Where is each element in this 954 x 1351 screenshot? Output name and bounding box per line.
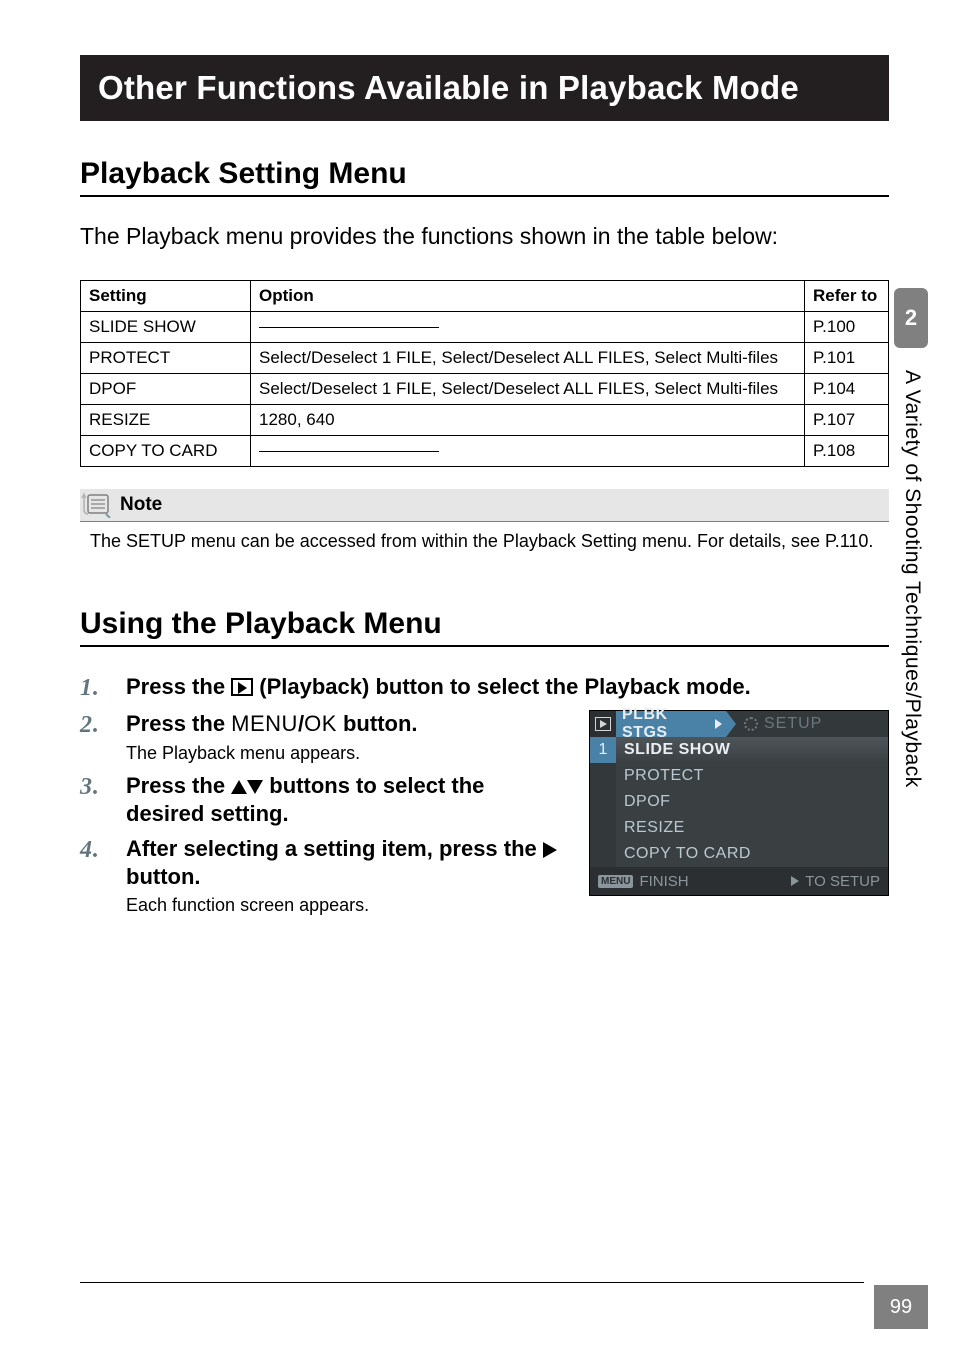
table-row: COPY TO CARD P.108	[81, 436, 889, 467]
step-2: 2. Press the MENU/OK button. The Playbac…	[80, 710, 559, 764]
chapter-tab: 2	[894, 288, 928, 348]
step-subtext: Each function screen appears.	[126, 894, 559, 917]
right-triangle-icon	[791, 876, 799, 886]
chevron-right-icon	[715, 719, 722, 729]
lcd-bottom-left: FINISH	[639, 873, 688, 890]
note-body: The SETUP menu can be accessed from with…	[90, 530, 889, 553]
lcd-tab-active: PLBK STGS	[616, 711, 726, 737]
lcd-row-label: PROTECT	[616, 767, 704, 785]
cell-option: Select/Deselect 1 FILE, Select/Deselect …	[251, 343, 805, 374]
th-refer: Refer to	[805, 281, 889, 312]
lcd-bottom-right: TO SETUP	[805, 873, 880, 890]
cell-setting: RESIZE	[81, 405, 251, 436]
step-body: Press the buttons to select the desired …	[126, 772, 559, 827]
page-title: Other Functions Available in Playback Mo…	[80, 55, 889, 121]
cell-setting: DPOF	[81, 374, 251, 405]
lcd-row: COPY TO CARD	[590, 841, 888, 867]
step-subtext: The Playback menu appears.	[126, 742, 418, 765]
cell-setting: COPY TO CARD	[81, 436, 251, 467]
table-row: PROTECT Select/Deselect 1 FILE, Select/D…	[81, 343, 889, 374]
lcd-tab-inactive: SETUP	[726, 711, 888, 737]
lcd-row: RESIZE	[590, 815, 888, 841]
right-icon	[543, 842, 557, 858]
up-icon	[231, 780, 247, 794]
cell-refer: P.101	[805, 343, 889, 374]
cell-setting: SLIDE SHOW	[81, 312, 251, 343]
th-setting: Setting	[81, 281, 251, 312]
cell-refer: P.104	[805, 374, 889, 405]
down-icon	[247, 780, 263, 794]
lcd-row-label: SLIDE SHOW	[616, 741, 730, 759]
step-body: After selecting a setting item, press th…	[126, 835, 559, 917]
cell-option	[251, 312, 805, 343]
lcd-playback-icon	[590, 711, 616, 737]
table-row: DPOF Select/Deselect 1 FILE, Select/Dese…	[81, 374, 889, 405]
note-icon	[80, 492, 114, 518]
step-3: 3. Press the buttons to select the desir…	[80, 772, 559, 827]
step-number: 1.	[80, 673, 126, 703]
note-block: Note The SETUP menu can be accessed from…	[80, 489, 889, 553]
lcd-bottom-bar: MENU FINISH TO SETUP	[590, 867, 888, 895]
cell-refer: P.107	[805, 405, 889, 436]
lcd-row: DPOF	[590, 789, 888, 815]
step-body: Press the (Playback) button to select th…	[126, 673, 751, 703]
step-number: 2.	[80, 710, 126, 764]
section1-intro: The Playback menu provides the functions…	[80, 223, 889, 250]
cell-option: Select/Deselect 1 FILE, Select/Deselect …	[251, 374, 805, 405]
lcd-row-label: DPOF	[616, 793, 670, 811]
table-row: RESIZE 1280, 640 P.107	[81, 405, 889, 436]
step-4: 4. After selecting a setting item, press…	[80, 835, 559, 917]
side-label: A Variety of Shooting Techniques/Playbac…	[900, 370, 924, 788]
dash-icon	[259, 327, 439, 328]
lcd-row: PROTECT	[590, 763, 888, 789]
table-row: SLIDE SHOW P.100	[81, 312, 889, 343]
menu-chip-icon: MENU	[598, 875, 633, 888]
section-heading-playback-setting: Playback Setting Menu	[80, 157, 889, 197]
lcd-screenshot: PLBK STGS SETUP 1 SLIDE SHOW PROTECT DPO…	[589, 710, 889, 896]
playback-icon	[231, 678, 253, 696]
page-number: 99	[874, 1285, 928, 1329]
settings-table: Setting Option Refer to SLIDE SHOW P.100…	[80, 280, 889, 467]
section-heading-using-playback: Using the Playback Menu	[80, 607, 889, 647]
lcd-row-label: COPY TO CARD	[616, 845, 751, 863]
lcd-row-index: 1	[590, 737, 616, 763]
cell-refer: P.100	[805, 312, 889, 343]
cell-setting: PROTECT	[81, 343, 251, 374]
cell-option	[251, 436, 805, 467]
th-option: Option	[251, 281, 805, 312]
dash-icon	[259, 451, 439, 452]
step-number: 3.	[80, 772, 126, 827]
step-1: 1. Press the (Playback) button to select…	[80, 673, 889, 703]
cell-refer: P.108	[805, 436, 889, 467]
note-title: Note	[120, 494, 162, 516]
lcd-row-label: RESIZE	[616, 819, 685, 837]
cell-option: 1280, 640	[251, 405, 805, 436]
step-body: Press the MENU/OK button. The Playback m…	[126, 710, 418, 764]
gear-icon	[744, 717, 758, 731]
step-number: 4.	[80, 835, 126, 917]
footer-rule	[80, 1282, 864, 1283]
